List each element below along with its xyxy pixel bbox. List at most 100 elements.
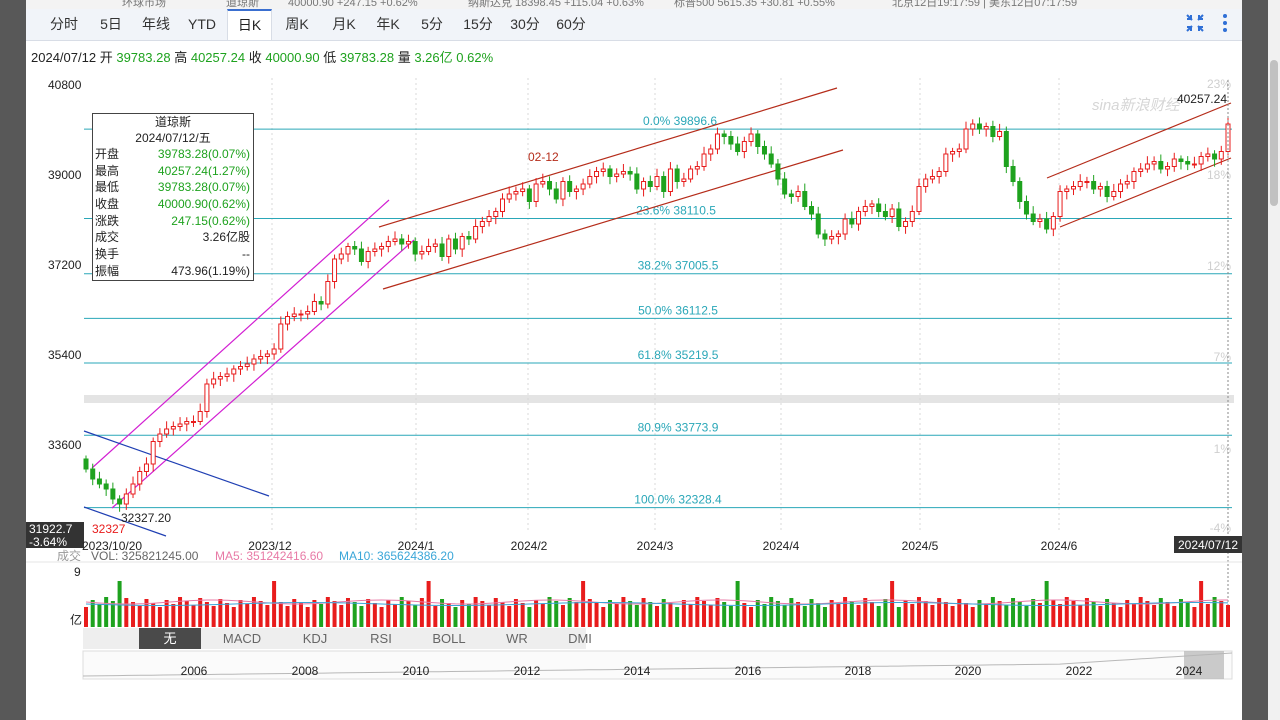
indicator-tab[interactable]: 无 — [139, 628, 201, 649]
volume-bar — [1004, 605, 1009, 627]
candle-body — [338, 253, 344, 260]
volume-bar — [487, 605, 492, 627]
candle-body — [627, 171, 633, 175]
volume-bar — [708, 605, 713, 627]
volume-bar — [755, 600, 760, 627]
tooltip-row-key: 涨跌 — [95, 213, 120, 228]
volume-bar — [171, 604, 176, 627]
volume-bar — [238, 600, 243, 627]
tab-yearly-k[interactable]: 年K — [376, 16, 400, 32]
candle-body — [466, 236, 472, 240]
tab-5day[interactable]: 5日 — [100, 16, 122, 32]
volume-bar — [950, 606, 955, 627]
volume-bar — [607, 600, 612, 627]
fib-level-label: 23.6% 38110.5 — [636, 203, 716, 217]
indicator-tab[interactable]: KDJ — [302, 631, 328, 646]
tab-monthly-k[interactable]: 月K — [332, 16, 356, 32]
candle-body — [701, 153, 707, 167]
candle-body — [285, 316, 291, 325]
open-label: 开 — [99, 50, 113, 65]
volume-value: 3.26亿 — [414, 50, 453, 65]
navigator-year-label: 2012 — [514, 664, 541, 678]
volume-bar — [534, 600, 539, 627]
expand-arrows-icon[interactable] — [1183, 13, 1207, 35]
tooltip-row: 换手 -- — [93, 246, 253, 263]
volume-bar — [688, 604, 693, 627]
navigator-year-label: 2018 — [845, 664, 872, 678]
candle-body — [137, 471, 143, 485]
volume-bar — [144, 599, 149, 627]
indicator-tab-bar: 无 MACD KDJ RSI BOLL WR DMI — [83, 628, 592, 649]
indicator-tab[interactable]: MACD — [222, 631, 262, 646]
volume-bar — [305, 607, 310, 627]
candle-body — [600, 168, 606, 172]
volume-ma10-line — [85, 602, 1229, 606]
tab-daily-k[interactable]: 日K — [227, 9, 272, 40]
candle-body — [976, 123, 982, 130]
candle-body — [822, 233, 828, 240]
low-label: 低 — [323, 50, 337, 65]
kline-chart[interactable]: 0.0% 39896.6 23.6% 38110.5 38.2% 37005.5 50… — [26, 0, 1242, 720]
volume-bar — [1064, 597, 1069, 627]
indicator-tab[interactable]: WR — [506, 631, 528, 646]
candle-body — [849, 218, 855, 225]
fib-level-label: 38.2% 37005.5 — [638, 259, 719, 273]
y-tick-label: 39000 — [48, 168, 82, 182]
indicator-tab[interactable]: BOLL — [432, 631, 466, 646]
volume-bar — [1091, 602, 1096, 627]
volume-bar — [84, 607, 88, 627]
candle-body — [788, 193, 794, 197]
candle-body — [748, 133, 754, 142]
volume-bar — [695, 597, 700, 627]
candle-body — [446, 238, 452, 257]
indicator-tab[interactable]: RSI — [370, 631, 392, 646]
volume-bar — [997, 601, 1002, 627]
candle-body — [761, 146, 767, 155]
candle-body — [594, 171, 600, 177]
candle-body — [1151, 161, 1157, 165]
page-scrollbar[interactable] — [1268, 0, 1280, 720]
volume-bar — [890, 581, 895, 627]
tab-60min[interactable]: 60分 — [556, 16, 586, 32]
candle-body — [1070, 186, 1076, 190]
tab-intraday[interactable]: 分时 — [50, 16, 78, 32]
candle-body — [238, 366, 244, 370]
candle-body — [889, 208, 895, 217]
candle-body — [392, 238, 398, 242]
tooltip-row-key: 收盘 — [95, 197, 120, 212]
candle-body — [130, 483, 136, 495]
volume-bar — [702, 601, 707, 627]
tab-yearline[interactable]: 年线 — [142, 16, 170, 32]
blue-trend-line — [83, 430, 270, 497]
tooltip-row-value: 39783.28(0.07%) — [157, 147, 250, 161]
x-tick-label: 2024/5 — [902, 539, 939, 553]
tab-ytd[interactable]: YTD — [188, 16, 216, 32]
tab-5min[interactable]: 5分 — [421, 16, 443, 32]
tab-weekly-k[interactable]: 周K — [285, 16, 309, 32]
volume-bar — [1172, 606, 1177, 627]
candle-body — [204, 383, 210, 412]
cursor-pct-label: -3.64% — [29, 535, 67, 549]
period-tab-bar: 分时 5日 年线 YTD 日K 周K 月K 年K 5分 15分 30分 60分 — [26, 9, 1242, 41]
indicator-tab[interactable]: DMI — [568, 631, 592, 646]
volume-bar — [433, 606, 438, 627]
candle-body — [103, 483, 109, 490]
ticker-item: 纳斯达克 18398.45 +115.04 +0.63% — [468, 0, 644, 9]
candle-body — [567, 181, 573, 192]
candle-body — [782, 178, 788, 195]
vertical-dots-icon[interactable] — [1213, 13, 1237, 35]
candle-body — [123, 493, 129, 505]
volume-bar — [272, 581, 277, 627]
volume-bar — [896, 607, 901, 627]
scrollbar-thumb[interactable] — [1270, 60, 1278, 206]
tab-15min[interactable]: 15分 — [463, 16, 493, 32]
candle-body — [802, 191, 808, 207]
volume-bar — [910, 604, 915, 627]
candle-body — [735, 143, 741, 152]
candle-body — [573, 188, 579, 192]
volume-bar — [251, 597, 256, 627]
candle-body — [721, 133, 727, 137]
tab-30min[interactable]: 30分 — [510, 16, 540, 32]
candle-body — [835, 233, 841, 237]
volume-bar — [1111, 603, 1116, 627]
